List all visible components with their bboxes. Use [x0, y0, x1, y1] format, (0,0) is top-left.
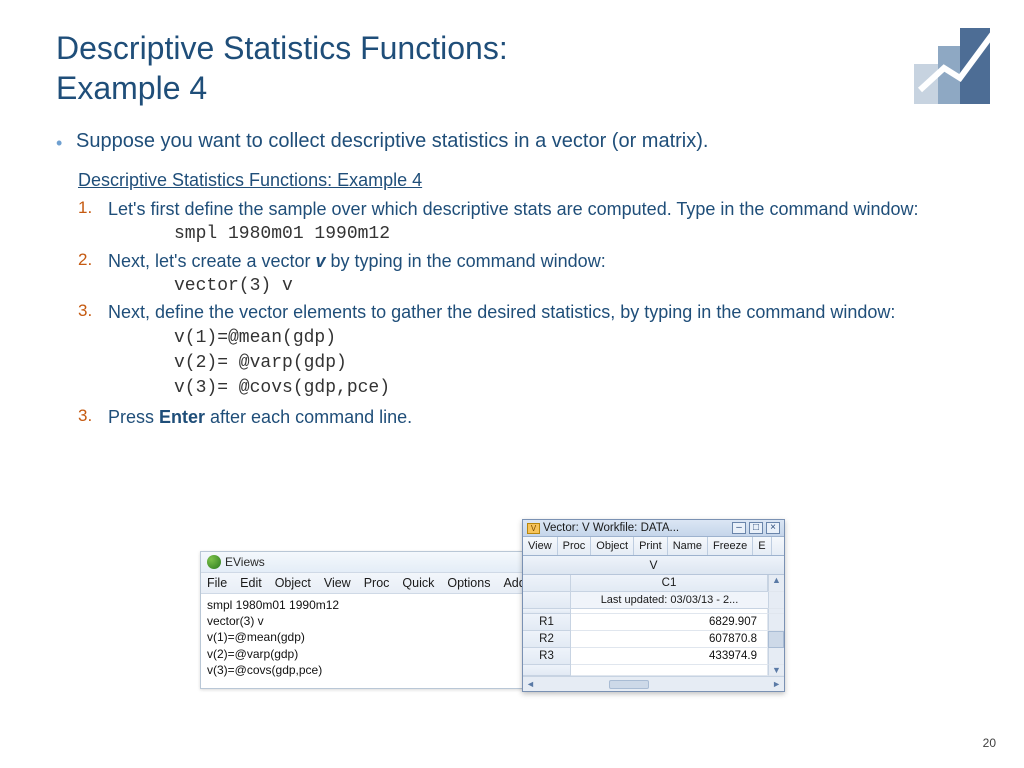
vector-name-header: V	[523, 556, 784, 575]
row-label: R2	[523, 631, 571, 648]
code-line: smpl 1980m01 1990m12	[174, 223, 968, 246]
scrollbar-thumb[interactable]	[768, 631, 784, 648]
step-number: 2.	[78, 249, 92, 272]
cmd-line: v(2)=@varp(gdp)	[207, 646, 548, 662]
menu-quick[interactable]: Quick	[402, 576, 434, 590]
menu-object[interactable]: Object	[275, 576, 311, 590]
cmd-line: vector(3) v	[207, 613, 548, 629]
row-label: R3	[523, 648, 571, 665]
grid-blank	[523, 592, 571, 609]
step-text: Next, let's create a vector	[108, 251, 316, 271]
menu-view[interactable]: View	[324, 576, 351, 590]
bullet-icon: •	[56, 130, 76, 156]
step-text: Press	[108, 407, 159, 427]
intro-text: Suppose you want to collect descriptive …	[76, 130, 708, 153]
scroll-right-icon[interactable]: ►	[772, 679, 781, 689]
maximize-icon[interactable]: □	[749, 522, 763, 534]
scroll-left-icon[interactable]: ◄	[526, 679, 535, 689]
code-line: v(2)= @varp(gdp)	[174, 352, 968, 375]
cmd-line: v(1)=@mean(gdp)	[207, 629, 548, 645]
slide-title: Descriptive Statistics Functions: Exampl…	[56, 28, 968, 108]
eviews-titlebar: EViews	[201, 552, 554, 573]
horizontal-scrollbar[interactable]: ◄ ►	[523, 676, 784, 691]
page-number: 20	[983, 736, 996, 750]
vector-window: V Vector: V Workfile: DATA... – □ × View…	[522, 519, 785, 692]
menu-options[interactable]: Options	[447, 576, 490, 590]
step-3: 3. Next, define the vector elements to g…	[78, 300, 968, 324]
grid-blank-row	[523, 665, 571, 676]
grid-col-header: C1	[571, 575, 768, 592]
grid-blank-cell	[571, 665, 768, 676]
step-2: 2. Next, let's create a vector v by typi…	[78, 249, 968, 273]
menu-edit[interactable]: Edit	[240, 576, 262, 590]
step-1: 1. Let's first define the sample over wh…	[78, 197, 968, 221]
section-subheading: Descriptive Statistics Functions: Exampl…	[78, 170, 968, 191]
vector-toolbar: View Proc Object Print Name Freeze E	[523, 537, 784, 556]
tool-freeze[interactable]: Freeze	[708, 537, 753, 555]
step-text-b: by typing in the command window:	[326, 251, 606, 271]
vector-name: v	[316, 251, 326, 271]
step-number: 3.	[78, 405, 92, 428]
intro-bullet: • Suppose you want to collect descriptiv…	[56, 130, 968, 156]
step-number: 1.	[78, 197, 92, 220]
grid-corner	[523, 575, 571, 592]
tool-more[interactable]: E	[753, 537, 771, 555]
step-4: 3. Press Enter after each command line.	[78, 405, 968, 429]
scrollbar-track[interactable]	[768, 648, 784, 665]
code-line: vector(3) v	[174, 275, 968, 298]
slide-logo-icon	[914, 18, 1000, 104]
code-line: v(3)= @covs(gdp,pce)	[174, 377, 968, 400]
grid-updated-row: Last updated: 03/03/13 - 2...	[571, 592, 768, 609]
step-text-b: after each command line.	[205, 407, 412, 427]
close-icon[interactable]: ×	[766, 522, 780, 534]
hscroll-thumb[interactable]	[609, 680, 649, 689]
step-text: Next, define the vector elements to gath…	[108, 302, 895, 322]
cmd-line: smpl 1980m01 1990m12	[207, 597, 548, 613]
row-value[interactable]: 607870.8	[571, 631, 768, 648]
vector-grid: C1 ▲ Last updated: 03/03/13 - 2... R1 68…	[523, 575, 784, 676]
tool-object[interactable]: Object	[591, 537, 634, 555]
code-line: v(1)=@mean(gdp)	[174, 327, 968, 350]
scroll-down-icon[interactable]: ▼	[768, 665, 784, 676]
scrollbar-track[interactable]	[768, 614, 784, 631]
eviews-command-body[interactable]: smpl 1980m01 1990m12 vector(3) v v(1)=@m…	[201, 594, 554, 688]
step-text: Let's first define the sample over which…	[108, 199, 919, 219]
title-line-2: Example 4	[56, 70, 207, 106]
row-value[interactable]: 6829.907	[571, 614, 768, 631]
row-label: R1	[523, 614, 571, 631]
tool-proc[interactable]: Proc	[558, 537, 592, 555]
eviews-menubar: File Edit Object View Proc Quick Options…	[201, 573, 554, 594]
scroll-up-icon[interactable]: ▲	[768, 575, 784, 592]
tool-name[interactable]: Name	[668, 537, 708, 555]
scrollbar-track[interactable]	[768, 592, 784, 609]
tool-print[interactable]: Print	[634, 537, 668, 555]
eviews-title: EViews	[225, 555, 265, 569]
vector-title: Vector: V Workfile: DATA...	[543, 522, 679, 534]
cmd-line: v(3)=@covs(gdp,pce)	[207, 662, 548, 678]
menu-proc[interactable]: Proc	[364, 576, 390, 590]
vector-object-icon: V	[527, 523, 540, 534]
tool-view[interactable]: View	[523, 537, 558, 555]
title-line-1: Descriptive Statistics Functions:	[56, 30, 508, 66]
row-value[interactable]: 433974.9	[571, 648, 768, 665]
menu-file[interactable]: File	[207, 576, 227, 590]
eviews-command-window: EViews File Edit Object View Proc Quick …	[200, 551, 555, 689]
vector-titlebar: V Vector: V Workfile: DATA... – □ ×	[523, 520, 784, 537]
step-number: 3.	[78, 300, 92, 323]
minimize-icon[interactable]: –	[732, 522, 746, 534]
eviews-app-icon	[207, 555, 221, 569]
enter-key: Enter	[159, 407, 205, 427]
